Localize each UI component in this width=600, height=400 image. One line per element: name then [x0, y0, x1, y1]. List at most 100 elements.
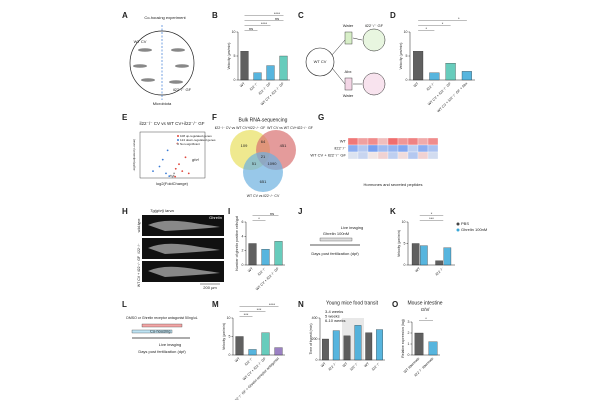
heat-cell [357, 144, 369, 153]
text: 451 [280, 143, 287, 148]
y-tick-label: 10 [227, 316, 231, 320]
dish [362, 72, 386, 96]
point [158, 165, 161, 168]
text: wild-type [137, 219, 141, 233]
text: il22⁻/⁻ [137, 243, 141, 253]
y-tick-label: 5 [406, 54, 408, 58]
y-axis-label: Time of transit (min) [309, 324, 313, 355]
sig-label: ns [249, 26, 253, 31]
x-tick-label: il22⁻/⁻ [349, 361, 359, 371]
heat-cell [387, 144, 399, 153]
bar [376, 329, 383, 361]
x-tick-label: il22⁻/⁻ [435, 266, 445, 276]
text: 200 µm [203, 285, 217, 290]
legend-swatch [456, 222, 460, 226]
bar [411, 243, 420, 266]
y-tick-label: 0 [316, 358, 318, 362]
heat-cell [347, 151, 359, 160]
point [168, 175, 171, 178]
text: WT CV [134, 39, 147, 44]
point [174, 167, 177, 170]
heat-cell [357, 151, 369, 160]
dish [305, 47, 335, 77]
text: Water [343, 23, 354, 28]
panel-label: N [298, 300, 304, 309]
heat-cell [367, 137, 379, 146]
bar [240, 51, 249, 81]
point [184, 156, 187, 159]
bar [274, 241, 283, 266]
sig-label: *** [257, 307, 262, 312]
x-tick-label: WT [234, 356, 241, 363]
legend-label: 6-10 weeks [325, 318, 345, 323]
bar [461, 71, 472, 81]
text: Live imaging [159, 342, 181, 347]
dish [362, 28, 386, 52]
heat-cell [417, 137, 429, 146]
x-tick-label: il22⁻/⁻ [371, 361, 381, 371]
panel-label: L [122, 300, 127, 309]
text: log2(FoldChange) [156, 181, 189, 186]
y-axis-label: Number of ghrelin positive cells/gut [235, 216, 239, 270]
treatment [141, 323, 183, 328]
text: il22⁻/⁻ CV vs WT CV+il22⁻/⁻ GF [215, 126, 266, 130]
bar [343, 335, 351, 361]
y-tick-label: 200 [312, 337, 318, 341]
y-tick-label: 0 [234, 78, 236, 82]
heat-cell [377, 137, 389, 146]
panel-label: E [122, 113, 128, 122]
x-tick-label: WT CV + il22⁻/⁻ GF [260, 82, 285, 107]
fish [138, 48, 152, 52]
x-tick-label: il22⁻/⁻ [328, 361, 338, 371]
panel-label: B [212, 11, 218, 20]
heat-cell [417, 144, 429, 153]
point [181, 170, 184, 173]
bar [414, 332, 424, 356]
panel-label: C [298, 11, 304, 20]
bar [253, 72, 262, 81]
legend-label: 124 down-regulated genes [180, 138, 216, 142]
panel-label: G [318, 113, 324, 122]
fish [175, 64, 189, 68]
heat-cell [397, 151, 409, 160]
sig-label: * [425, 26, 427, 31]
panel-label: O [392, 300, 398, 309]
heat-cell [347, 144, 359, 153]
panel-label: J [298, 207, 302, 216]
y-axis-label: Velocity (µm/min) [227, 43, 231, 70]
text: 21 [261, 154, 266, 159]
text: WT CV vs WT CV+il22⁻/⁻ GF [267, 126, 313, 130]
x-tick-label: WT CV + il22⁻/⁻ GF + Abx [436, 81, 468, 113]
heat-cell [357, 137, 369, 146]
panel-label: F [212, 113, 217, 122]
x-tick-label: WT [363, 361, 370, 368]
text: Young mice food transit [326, 300, 379, 306]
sig-label: * [442, 21, 444, 26]
y-tick-label: 3 [408, 320, 410, 324]
text: Hormones and secreted peptides [364, 182, 423, 187]
text: DMSO or Ghrelin receptor antagonist 50ng… [126, 316, 197, 320]
sig-label: **** [274, 11, 281, 16]
legend-swatch [177, 135, 179, 137]
point [173, 172, 176, 175]
larva [148, 220, 220, 231]
bar [428, 341, 438, 356]
fish [171, 48, 185, 52]
text: 1090 [268, 161, 278, 166]
heat-cell [367, 144, 379, 153]
text: il22⁻/⁻ [334, 146, 346, 151]
x-tick-label: WT [413, 81, 420, 88]
text: il22⁻/⁻ GF [365, 23, 384, 28]
point [187, 172, 190, 175]
text: -log10(adjusted p-value) [132, 139, 136, 171]
point [166, 149, 169, 152]
heat-cell [407, 151, 419, 160]
legend-label: Ghrelin 100nM [461, 227, 487, 232]
y-tick-label: 5 [229, 334, 231, 338]
text: Microbiota [153, 101, 172, 106]
y-axis-label: Velocity (µm/min) [399, 43, 403, 70]
treatment [319, 237, 353, 242]
bar [354, 325, 362, 361]
y-tick-label: 2 [408, 331, 410, 335]
